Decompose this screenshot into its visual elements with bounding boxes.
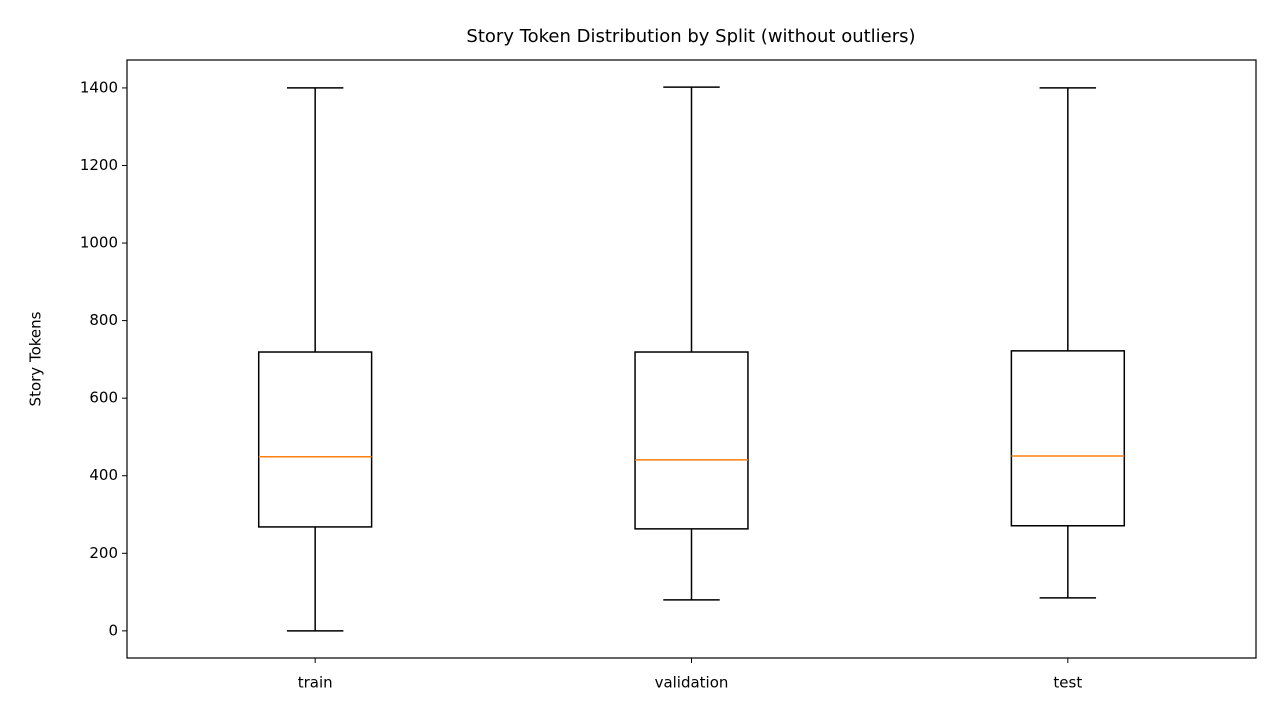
y-axis-label: Story Tokens bbox=[27, 311, 45, 406]
plot-frame bbox=[126, 59, 1257, 659]
x-tick-label: test bbox=[1053, 674, 1082, 692]
y-tick-label: 1000 bbox=[80, 234, 118, 252]
box bbox=[257, 351, 373, 528]
x-tick-label: validation bbox=[655, 674, 729, 692]
box bbox=[1010, 350, 1126, 527]
y-tick-label: 1400 bbox=[80, 78, 118, 96]
box bbox=[634, 351, 749, 530]
y-tick-label: 800 bbox=[89, 311, 118, 329]
x-tick-label: train bbox=[298, 674, 333, 692]
y-tick-label: 400 bbox=[89, 466, 118, 484]
y-tick-label: 0 bbox=[108, 621, 118, 639]
y-tick-label: 600 bbox=[89, 389, 118, 407]
y-tick-label: 200 bbox=[89, 544, 118, 562]
y-tick-label: 1200 bbox=[80, 156, 118, 174]
chart-title: Story Token Distribution by Split (witho… bbox=[466, 26, 915, 47]
